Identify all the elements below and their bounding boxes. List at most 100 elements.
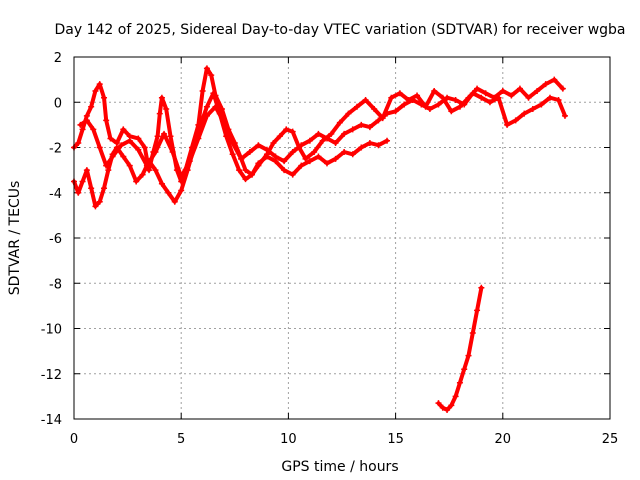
data-point: [384, 110, 391, 117]
data-point: [126, 162, 133, 169]
data-point: [401, 101, 408, 108]
data-point: [96, 81, 103, 88]
data-point: [158, 94, 165, 101]
y-axis-label: SDTVAR / TECUs: [7, 181, 23, 296]
y-tick-label: 2: [54, 51, 62, 66]
data-point: [366, 139, 373, 146]
data-point: [418, 101, 425, 108]
data-point: [555, 96, 562, 103]
data-point: [246, 149, 253, 156]
data-point: [169, 149, 176, 156]
x-tick-label: 20: [495, 432, 512, 447]
data-point: [551, 76, 558, 83]
data-point: [439, 404, 446, 411]
data-point: [298, 142, 305, 149]
data-point: [349, 126, 356, 133]
data-point: [88, 185, 95, 192]
data-point: [135, 146, 142, 153]
data-point: [323, 135, 330, 142]
data-point: [384, 137, 391, 144]
data-point: [341, 149, 348, 156]
x-axis-label: GPS time / hours: [281, 459, 398, 475]
y-tick-label: -6: [49, 232, 62, 247]
data-point: [465, 352, 472, 359]
data-point: [311, 149, 318, 156]
x-tick-label: 0: [70, 432, 78, 447]
data-point: [208, 72, 215, 79]
data-point: [516, 85, 523, 92]
x-tick-label: 25: [602, 432, 619, 447]
data-point: [362, 96, 369, 103]
data-point: [529, 106, 536, 113]
data-point: [319, 137, 326, 144]
data-point: [469, 90, 476, 97]
data-point: [146, 167, 153, 174]
data-point: [345, 110, 352, 117]
y-tick-label: -14: [41, 413, 62, 428]
data-point: [163, 106, 170, 113]
data-point: [499, 87, 506, 94]
data-point: [306, 137, 313, 144]
data-point: [141, 144, 148, 151]
data-point: [538, 101, 545, 108]
data-point: [79, 178, 86, 185]
data-point: [495, 94, 502, 101]
data-point: [103, 162, 110, 169]
data-point: [165, 189, 172, 196]
data-point: [478, 94, 485, 101]
x-tick-label: 10: [280, 432, 297, 447]
data-point: [101, 185, 108, 192]
data-point: [139, 171, 146, 178]
series-trace: [72, 91, 389, 209]
data-point: [203, 65, 210, 72]
data-point: [456, 379, 463, 386]
series-trace: [436, 285, 484, 412]
tick-labels: 0 5 10 15 20 25 -14 -12 -10 -8 -6 -4 -2 0 2: [41, 51, 619, 447]
data-point: [92, 87, 99, 94]
grid-lines: [74, 57, 610, 419]
data-point: [156, 110, 163, 117]
data-point: [186, 158, 193, 165]
data-point: [229, 151, 236, 158]
data-point: [474, 307, 481, 314]
y-tick-label: -2: [49, 142, 62, 157]
x-tick-label: 5: [177, 432, 185, 447]
plot-frame: [73, 56, 611, 420]
data-point: [482, 90, 489, 97]
data-point: [388, 94, 395, 101]
data-point: [143, 162, 150, 169]
data-point: [444, 94, 451, 101]
data-point: [96, 144, 103, 151]
data-point: [135, 135, 142, 142]
data-point: [255, 160, 262, 167]
data-point: [171, 198, 178, 205]
data-point: [270, 139, 277, 146]
data-point: [328, 130, 335, 137]
data-point: [375, 117, 382, 124]
data-point: [167, 133, 174, 140]
data-point: [105, 167, 112, 174]
data-point: [349, 151, 356, 158]
data-point: [272, 153, 279, 160]
data-point: [281, 158, 288, 165]
chart-title: Day 142 of 2025, Sidereal Day-to-day VTE…: [54, 22, 625, 38]
data-point: [302, 155, 309, 162]
data-point: [203, 103, 210, 110]
data-point: [75, 139, 82, 146]
data-point: [120, 126, 127, 133]
data-point: [238, 155, 245, 162]
data-point: [508, 92, 515, 99]
data-point: [152, 149, 159, 156]
data-point: [469, 330, 476, 337]
data-point: [248, 171, 255, 178]
data-point: [512, 117, 519, 124]
data-point: [242, 176, 249, 183]
data-point: [561, 112, 568, 119]
data-point: [456, 103, 463, 110]
data-point: [461, 101, 468, 108]
data-point: [332, 155, 339, 162]
data-point: [371, 106, 378, 113]
data-point: [236, 167, 243, 174]
data-point: [534, 87, 541, 94]
data-point: [195, 135, 202, 142]
